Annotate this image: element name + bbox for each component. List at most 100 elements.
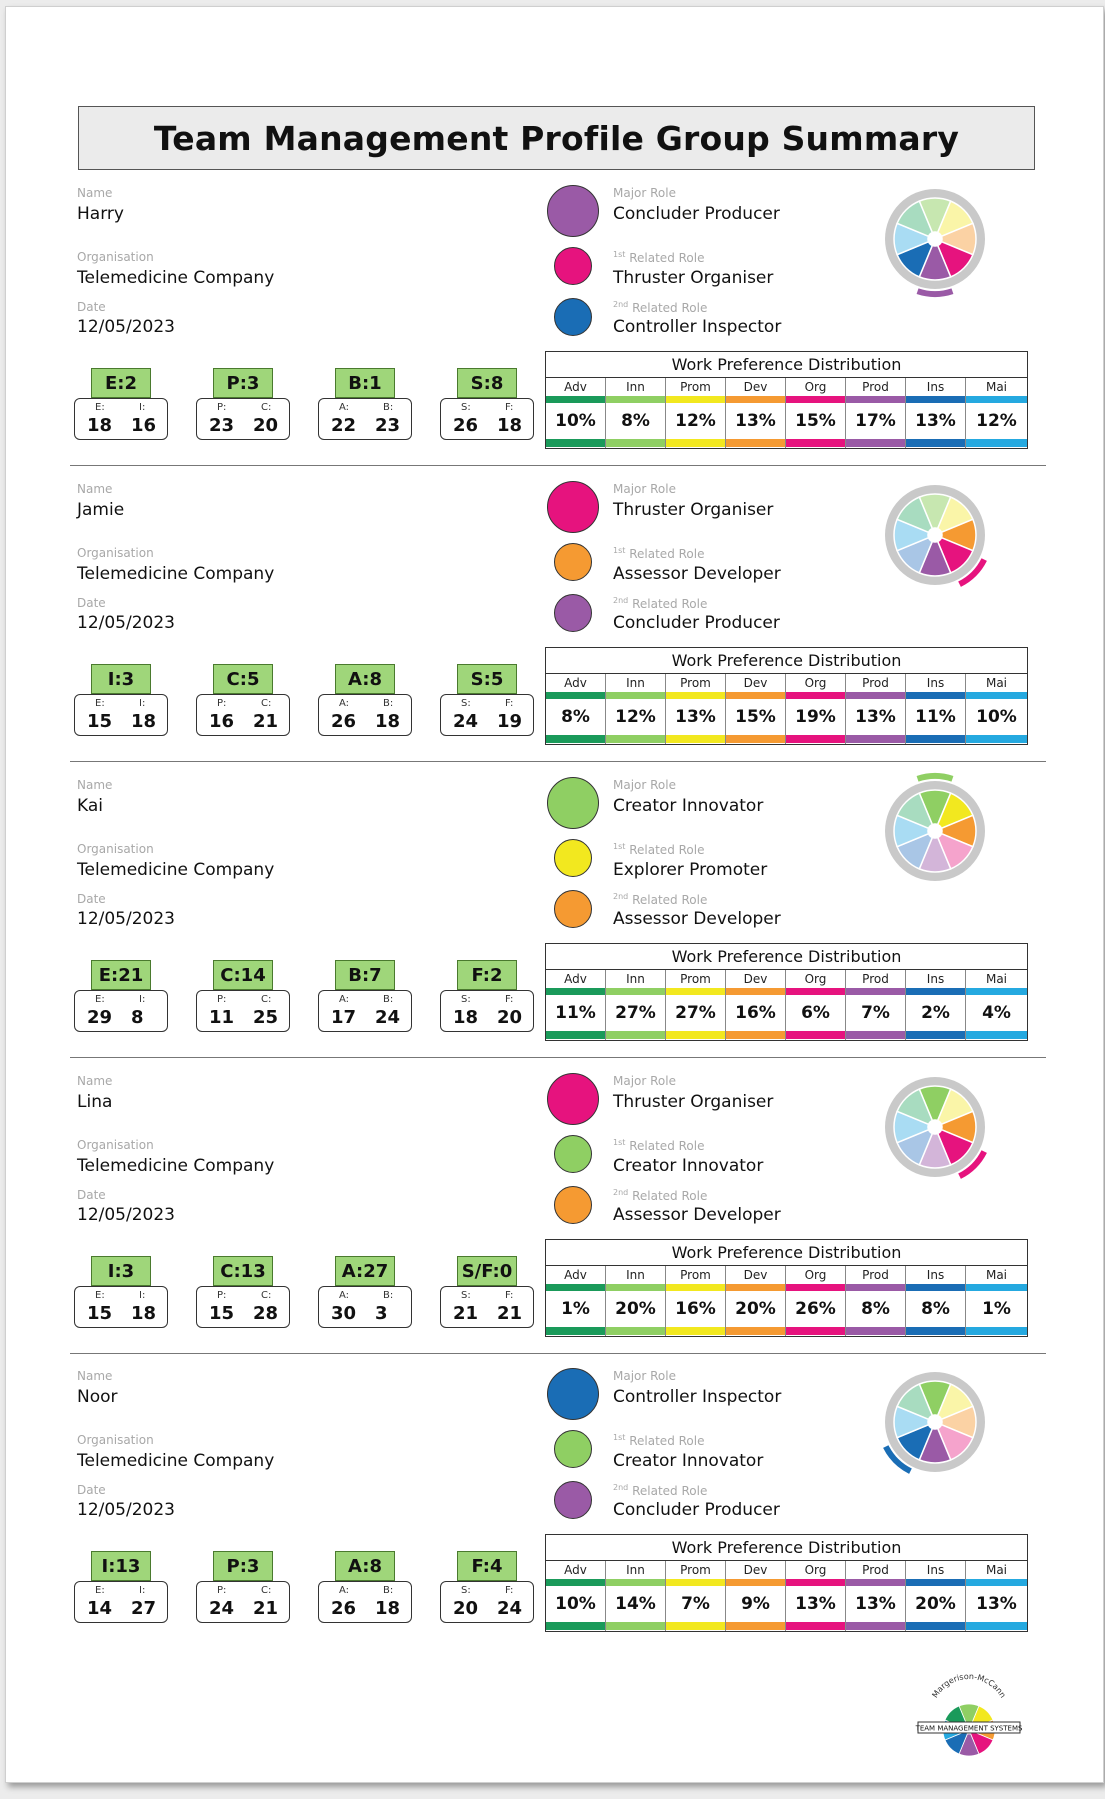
major-role-value: Controller Inspector [613, 1387, 782, 1407]
wpd-color-bar [786, 735, 845, 743]
score-tag: F:2 [457, 960, 517, 990]
organisation-value: Telemedicine Company [77, 1451, 275, 1471]
wpd-column: Ins 11% [906, 674, 966, 744]
name-label: Name [77, 1369, 113, 1383]
wpd-percentage: 4% [982, 1003, 1011, 1023]
page-title: Team Management Profile Group Summary [153, 118, 960, 158]
name-label: Name [77, 778, 113, 792]
score-tag: E:2 [91, 368, 151, 398]
preference-score: S:5 S: F: 24 19 [440, 664, 536, 736]
score-label-1: S: [461, 994, 471, 1005]
related-role-1-value: Creator Innovator [613, 1451, 764, 1471]
score-label-2: B: [383, 994, 394, 1005]
wpd-percentage: 19% [795, 707, 836, 727]
score-box: P: C: 16 21 [196, 694, 290, 736]
score-tag: P:3 [213, 368, 273, 398]
wpd-color-bar [846, 396, 905, 403]
related-role-2-label-text: Related Role [632, 301, 708, 315]
score-label-1: A: [339, 698, 350, 709]
wpd-header: Org [804, 380, 827, 394]
score-label-2: B: [383, 1290, 394, 1301]
wpd-header: Prom [680, 1563, 711, 1577]
section-divider [70, 465, 1046, 466]
preference-score: I:3 E: I: 15 18 [74, 1256, 170, 1328]
score-box: A: B: 22 23 [318, 398, 412, 440]
wpd-color-bar [606, 1031, 665, 1039]
wpd-color-bar [846, 692, 905, 699]
wpd-column: Prod 13% [846, 674, 906, 744]
related-role-1-circle-icon [554, 1430, 592, 1468]
wpd-percentage: 8% [921, 1299, 950, 1319]
major-role-label-text: Major Role [613, 1074, 676, 1088]
score-box: P: C: 24 21 [196, 1581, 290, 1623]
wpd-color-bar [546, 1031, 605, 1039]
wpd-column: Mai 12% [966, 378, 1027, 448]
wpd-column: Adv 8% [546, 674, 606, 744]
wpd-percentage: 15% [795, 411, 836, 431]
related-role-1-label: 1st Related Role [613, 1138, 704, 1153]
score-tag: A:27 [335, 1256, 395, 1286]
wpd-color-bar [786, 1622, 845, 1630]
major-role-arc [883, 1445, 912, 1474]
date-label: Date [77, 892, 106, 906]
major-role-arc [958, 558, 987, 587]
wpd-percentage: 11% [555, 1003, 596, 1023]
wpd-color-bar [666, 439, 725, 447]
score-tag: S:8 [457, 368, 517, 398]
wpd-header: Dev [743, 1268, 768, 1282]
major-role-label-text: Major Role [613, 1369, 676, 1383]
score-label-2: F: [505, 1290, 514, 1301]
score-value-1: 29 [87, 1007, 113, 1028]
wpd-color-bar [666, 396, 725, 403]
related-role-1-label: 1st Related Role [613, 1433, 704, 1448]
wpd-percentage: 27% [675, 1003, 716, 1023]
score-label-2: C: [261, 1290, 272, 1301]
wpd-color-bar [606, 1622, 665, 1630]
wpd-header: Dev [743, 380, 768, 394]
date-label: Date [77, 1483, 106, 1497]
score-label-1: S: [461, 402, 471, 413]
major-role-value: Thruster Organiser [613, 1092, 774, 1112]
score-label-2: C: [261, 402, 272, 413]
score-label-2: C: [261, 698, 272, 709]
wpd-header: Prod [862, 380, 889, 394]
wpd-percentage: 13% [675, 707, 716, 727]
wpd-header: Adv [564, 380, 587, 394]
wpd-column: Mai 10% [966, 674, 1027, 744]
wpd-color-bar [966, 439, 1027, 447]
score-value-1: 24 [209, 1598, 235, 1619]
wpd-color-bar [846, 1327, 905, 1335]
related-role-2-circle-icon [554, 594, 592, 632]
organisation-value: Telemedicine Company [77, 860, 275, 880]
wpd-color-bar [966, 1031, 1027, 1039]
related-role-1-value: Assessor Developer [613, 564, 781, 584]
logo-arc-text: Margerison-McCann [930, 1672, 1007, 1699]
wpd-color-bar [846, 1284, 905, 1291]
wpd-percentage: 11% [915, 707, 956, 727]
wpd-color-bar [906, 735, 965, 743]
related-role-1-ordinal: 1st [613, 1433, 626, 1442]
score-value-2: 3 [375, 1303, 388, 1324]
wpd-color-bar [966, 988, 1027, 995]
wpd-header: Inn [626, 972, 645, 986]
wpd-color-bar [966, 1622, 1027, 1630]
related-role-1-label-text: Related Role [629, 251, 705, 265]
preference-score: C:13 P: C: 15 28 [196, 1256, 292, 1328]
wpd-percentage: 7% [861, 1003, 890, 1023]
wpd-color-bar [846, 1579, 905, 1586]
score-value-2: 21 [253, 1598, 279, 1619]
preference-score: F:4 S: F: 20 24 [440, 1551, 536, 1623]
wpd-color-bar [726, 1284, 785, 1291]
wpd-color-bar [726, 1579, 785, 1586]
score-box: S: F: 21 21 [440, 1286, 534, 1328]
organisation-value: Telemedicine Company [77, 564, 275, 584]
score-label-1: S: [461, 1290, 471, 1301]
score-tag: I:3 [91, 1256, 151, 1286]
preference-score: S/F:0 S: F: 21 21 [440, 1256, 536, 1328]
major-role-label: Major Role [613, 1369, 676, 1383]
related-role-1-label-text: Related Role [629, 1434, 705, 1448]
wpd-header: Adv [564, 972, 587, 986]
wpd-color-bar [846, 988, 905, 995]
score-tag: I:3 [91, 664, 151, 694]
wpd-color-bar [726, 1622, 785, 1630]
